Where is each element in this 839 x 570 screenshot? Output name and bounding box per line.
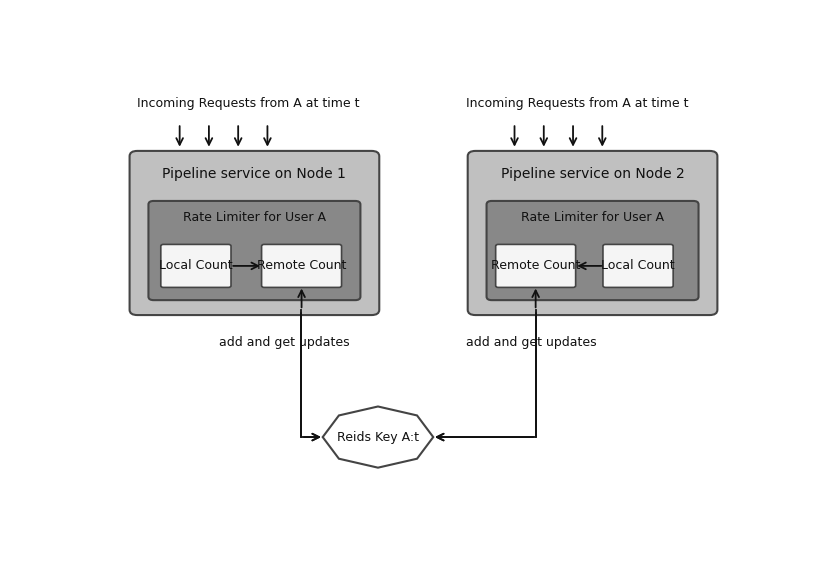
Text: Reids Key A:t: Reids Key A:t [337,430,419,443]
FancyBboxPatch shape [161,245,231,287]
FancyBboxPatch shape [603,245,673,287]
Polygon shape [323,406,433,467]
Text: add and get updates: add and get updates [219,336,349,349]
FancyBboxPatch shape [262,245,341,287]
Text: Remote Count: Remote Count [257,259,347,272]
Text: Rate Limiter for User A: Rate Limiter for User A [521,211,664,224]
FancyBboxPatch shape [149,201,361,300]
Text: add and get updates: add and get updates [466,336,597,349]
Text: Local Count: Local Count [602,259,675,272]
Text: Pipeline service on Node 2: Pipeline service on Node 2 [501,167,685,181]
Text: Incoming Requests from A at time t: Incoming Requests from A at time t [138,97,360,110]
FancyBboxPatch shape [487,201,699,300]
Text: Local Count: Local Count [159,259,232,272]
Text: Incoming Requests from A at time t: Incoming Requests from A at time t [466,97,688,110]
FancyBboxPatch shape [496,245,576,287]
Text: Remote Count: Remote Count [491,259,581,272]
FancyBboxPatch shape [467,151,717,315]
FancyBboxPatch shape [129,151,379,315]
Text: Pipeline service on Node 1: Pipeline service on Node 1 [163,167,347,181]
Text: Rate Limiter for User A: Rate Limiter for User A [183,211,326,224]
